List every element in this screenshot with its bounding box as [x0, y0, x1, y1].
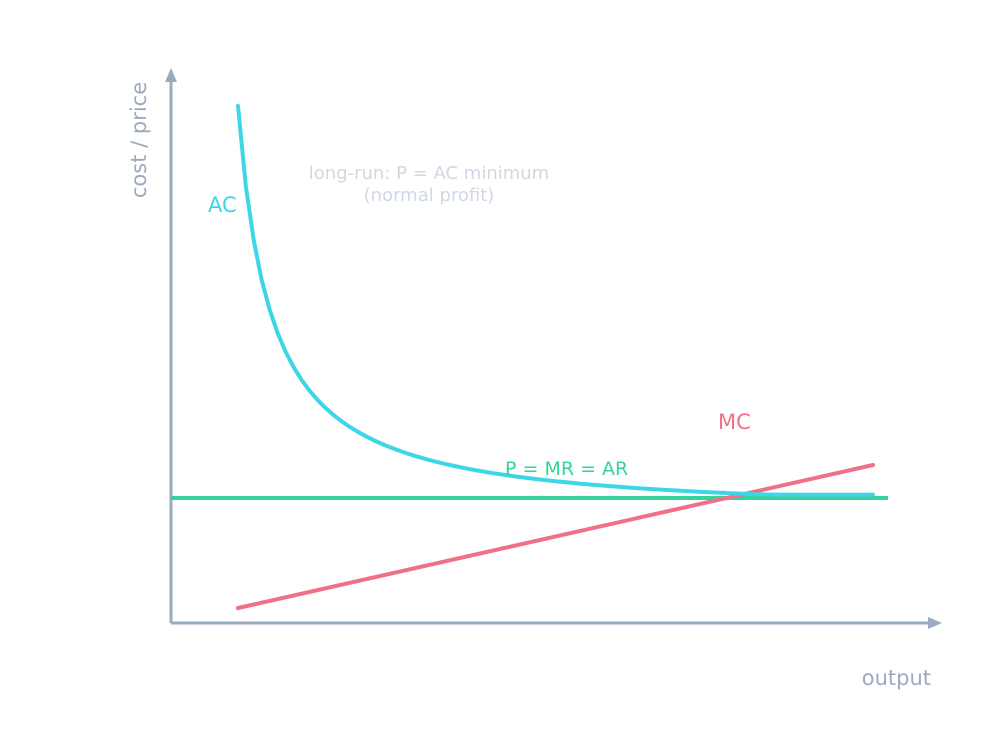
mc-line: [236, 463, 875, 610]
price-label: P = MR = AR: [505, 458, 628, 480]
annotation-line2: (normal profit): [364, 185, 495, 206]
ac-label: AC: [208, 193, 237, 217]
x-axis-label: output: [862, 666, 931, 690]
annotation-line1: long-run: P = AC minimum: [309, 163, 549, 184]
mc-label: MC: [718, 410, 751, 434]
x-axis-arrowhead: [928, 617, 942, 629]
y-axis-label: cost / price: [127, 82, 151, 198]
ac-curve: [236, 104, 875, 497]
y-axis-arrowhead: [165, 68, 177, 82]
